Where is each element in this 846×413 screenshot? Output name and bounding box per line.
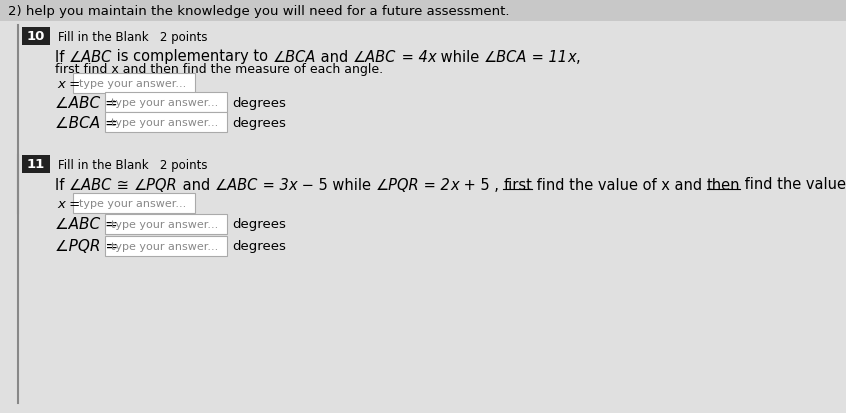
Text: ≅: ≅: [113, 177, 134, 192]
Text: ∠BCA =: ∠BCA =: [55, 115, 118, 130]
Text: type your answer...: type your answer...: [111, 118, 218, 128]
Text: ∠ABC: ∠ABC: [354, 50, 397, 64]
Text: ∠ABC: ∠ABC: [214, 177, 258, 192]
Text: = 3: = 3: [258, 177, 288, 192]
Text: ∠PQR: ∠PQR: [134, 177, 178, 192]
Text: type your answer...: type your answer...: [79, 79, 186, 89]
Text: find the value of x and: find the value of x and: [532, 177, 707, 192]
Text: ∠ABC =: ∠ABC =: [55, 217, 118, 232]
FancyBboxPatch shape: [105, 236, 227, 256]
Text: ∠BCA: ∠BCA: [273, 50, 316, 64]
Text: = 4: = 4: [397, 50, 427, 64]
Text: find the value of each angle.: find the value of each angle.: [740, 177, 846, 192]
Text: = 2: = 2: [420, 177, 450, 192]
Text: x: x: [427, 50, 436, 64]
FancyBboxPatch shape: [105, 93, 227, 113]
Text: Fill in the Blank   2 points: Fill in the Blank 2 points: [58, 158, 207, 171]
Text: ∠BCA: ∠BCA: [484, 50, 527, 64]
Text: 11: 11: [27, 158, 45, 171]
Text: x =: x =: [57, 77, 80, 90]
Text: degrees: degrees: [232, 218, 286, 231]
FancyBboxPatch shape: [105, 214, 227, 235]
FancyBboxPatch shape: [73, 74, 195, 94]
Text: x: x: [568, 50, 576, 64]
Text: ∠PQR =: ∠PQR =: [55, 239, 118, 254]
Text: + 5 ,: + 5 ,: [459, 177, 503, 192]
Text: and: and: [316, 50, 354, 64]
Text: degrees: degrees: [232, 116, 286, 129]
Text: 2) help you maintain the knowledge you will need for a future assessment.: 2) help you maintain the knowledge you w…: [8, 5, 509, 17]
Text: Fill in the Blank   2 points: Fill in the Blank 2 points: [58, 31, 207, 43]
Text: first find x and then find the measure of each angle.: first find x and then find the measure o…: [55, 63, 383, 76]
Text: and: and: [178, 177, 214, 192]
Text: type your answer...: type your answer...: [111, 242, 218, 252]
Text: ∠ABC: ∠ABC: [69, 177, 113, 192]
Text: x: x: [450, 177, 459, 192]
Text: If: If: [55, 177, 69, 192]
Text: type your answer...: type your answer...: [79, 199, 186, 209]
Text: while: while: [436, 50, 484, 64]
Text: type your answer...: type your answer...: [111, 219, 218, 230]
Text: type your answer...: type your answer...: [111, 98, 218, 108]
FancyBboxPatch shape: [105, 113, 227, 133]
Text: first: first: [503, 177, 532, 192]
Text: − 5 while: − 5 while: [297, 177, 376, 192]
Text: degrees: degrees: [232, 240, 286, 253]
FancyBboxPatch shape: [73, 194, 195, 214]
Text: degrees: degrees: [232, 96, 286, 109]
Text: ∠ABC: ∠ABC: [69, 50, 113, 64]
Text: ,: ,: [576, 50, 580, 64]
Text: 10: 10: [27, 31, 45, 43]
Text: If: If: [55, 50, 69, 64]
Text: ∠ABC =: ∠ABC =: [55, 95, 118, 110]
Text: x =: x =: [57, 197, 80, 210]
Text: ∠PQR: ∠PQR: [376, 177, 420, 192]
FancyBboxPatch shape: [0, 0, 846, 22]
Text: then: then: [707, 177, 740, 192]
Text: = 11: = 11: [527, 50, 568, 64]
FancyBboxPatch shape: [22, 156, 50, 173]
FancyBboxPatch shape: [22, 28, 50, 46]
Text: x: x: [288, 177, 297, 192]
Text: is complementary to: is complementary to: [113, 50, 273, 64]
